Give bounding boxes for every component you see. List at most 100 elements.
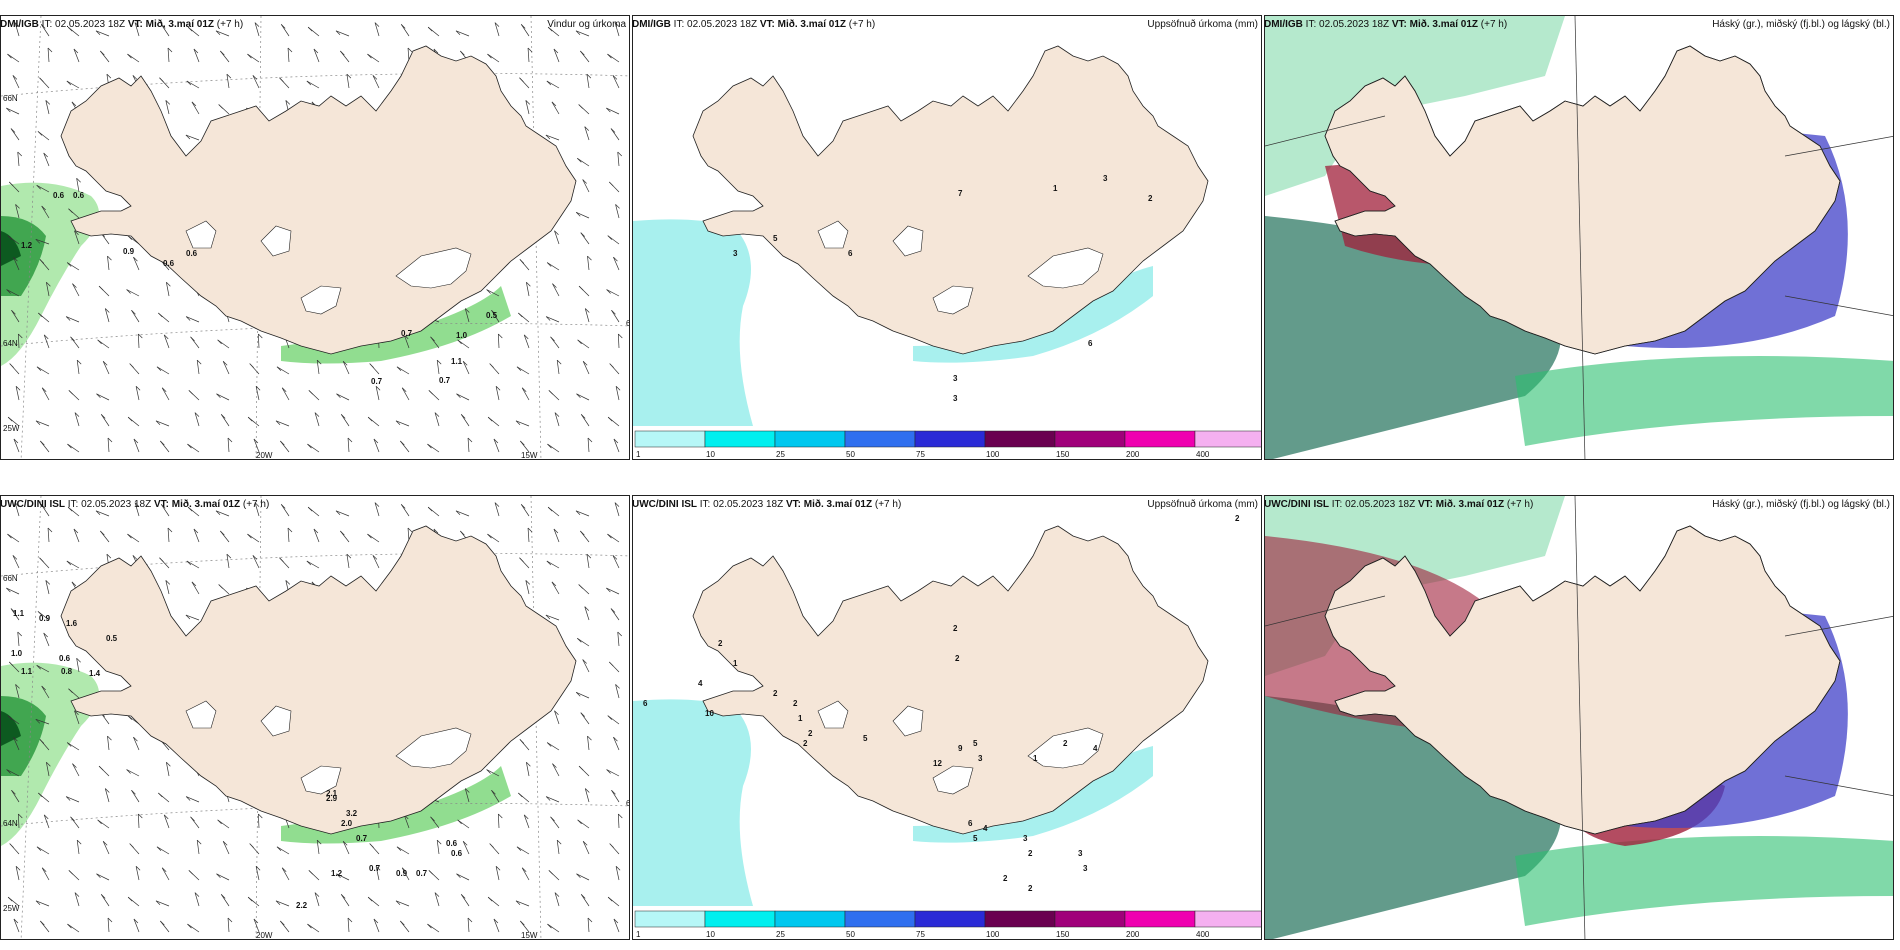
model-name: UWC/DINI ISL	[632, 499, 697, 510]
colorbar-label: 25	[776, 930, 785, 939]
iceland-landmass	[60, 45, 577, 355]
panel-title: Uppsöfnuð úrkoma (mm)	[1147, 19, 1258, 30]
grid-label: 15W	[521, 931, 538, 940]
colorbar-swatch	[1194, 430, 1261, 448]
colorbar-swatch	[1194, 910, 1261, 928]
value-label: 1.4	[89, 669, 101, 678]
lead-time: (+7 h)	[848, 19, 876, 30]
value-label: 2	[1148, 194, 1153, 203]
vt-label: VT:	[153, 499, 172, 510]
value-label: 2	[953, 624, 958, 633]
run-info: UWC/DINI ISL IT: 02.05.2023 18Z VT: Mið.…	[0, 499, 269, 510]
run-info: UWC/DINI ISL IT: 02.05.2023 18Z VT: Mið.…	[632, 499, 901, 510]
init-time: 02.05.2023 18Z	[81, 499, 154, 510]
value-label: 0.9	[123, 247, 135, 256]
value-label: 1.1	[21, 667, 33, 676]
colorbar-label: 100	[986, 930, 1000, 939]
value-label: 2.1	[326, 789, 338, 798]
it-label: IT:	[1329, 499, 1346, 510]
panel-uwc-wind: 66N 64N 25W 20W 15W 65N 1.1 0.9 1.6 0.5 1.0 0.6 1.1 0…	[0, 495, 630, 940]
value-label: 1	[733, 659, 738, 668]
value-labels: 0.6 0.6 1.2 0.9 0.6 0.6 1.0 0.5 1.1 0.7 0.7 0.7	[21, 191, 498, 386]
value-label: 1.0	[456, 331, 468, 340]
valid-time: Mið. 3.maí 01Z	[145, 19, 217, 30]
value-label: 2	[718, 639, 723, 648]
colorbar-label: 75	[916, 450, 925, 459]
colorbar-label: 1	[636, 450, 641, 459]
grid-label: 15W	[521, 451, 538, 460]
value-label: 1.0	[11, 649, 23, 658]
value-label: 0.7	[439, 376, 451, 385]
graticule	[1265, 16, 1893, 459]
colorbar-label: 400	[1196, 450, 1210, 459]
grid-labels: 66N 64N 25W 20W 15W 65N	[3, 574, 629, 940]
model-name: DMI/IGB	[1264, 19, 1303, 30]
grid-label: 66N	[3, 94, 18, 103]
colorbar-label: 50	[846, 930, 855, 939]
value-label: 0.6	[186, 249, 198, 258]
colorbar-swatch	[914, 430, 986, 448]
value-label: 0.6	[446, 839, 458, 848]
value-label: 3	[1078, 849, 1083, 858]
value-label: 0.8	[61, 667, 73, 676]
vt-label: VT:	[127, 19, 146, 30]
value-label: 2	[803, 739, 808, 748]
value-labels: 7 1 3 2 5 6 3 6 3 3	[733, 174, 1153, 403]
colorbar-swatch	[704, 430, 776, 448]
colorbar-label: 25	[776, 450, 785, 459]
value-label: 1	[1053, 184, 1058, 193]
panel-title: Háský (gr.), miðský (fj.bl.) og lágský (…	[1712, 19, 1890, 30]
run-info: UWC/DINI ISL IT: 02.05.2023 18Z VT: Mið.…	[1264, 499, 1533, 510]
colorbar: 1 10 25 50 75 100 150 200 400	[634, 430, 1261, 459]
value-label: 2	[808, 729, 813, 738]
panel-header: DMI/IGB IT: 02.05.2023 18Z VT: Mið. 3.ma…	[1264, 17, 1892, 33]
run-info: DMI/IGB IT: 02.05.2023 18Z VT: Mið. 3.ma…	[1264, 19, 1507, 30]
panel-uwc-precip: 1 10 25 50 75 100 150 200 400 2 2 6 4 1 10 2 2 2 2 1 2 2 5 12 9 5…	[632, 495, 1262, 940]
colorbar-label: 10	[706, 450, 715, 459]
value-label: 0.6	[53, 191, 65, 200]
init-time: 02.05.2023 18Z	[687, 19, 760, 30]
value-label: 4	[983, 824, 988, 833]
colorbar-swatch	[984, 910, 1056, 928]
colorbar-label: 75	[916, 930, 925, 939]
wind-map: 66N64N25W20W15W65N0.60.61.20.90.60.61.00…	[1, 16, 630, 460]
value-label: 2.9	[326, 794, 338, 803]
colorbar-label: 50	[846, 450, 855, 459]
value-label: 2.0	[341, 819, 353, 828]
valid-time: Mið. 3.maí 01Z	[171, 499, 243, 510]
value-label: 7	[958, 189, 963, 198]
model-name: DMI/IGB	[632, 19, 671, 30]
colorbar-swatch	[1124, 910, 1196, 928]
run-info: DMI/IGB IT: 02.05.2023 18Z VT: Mið. 3.ma…	[0, 19, 243, 30]
value-label: 0.7	[401, 329, 413, 338]
value-label: 2	[793, 699, 798, 708]
value-label: 1	[798, 714, 803, 723]
init-time: 02.05.2023 18Z	[1319, 19, 1392, 30]
panel-dmi-wind: 66N64N25W20W15W65N0.60.61.20.90.60.61.00…	[0, 15, 630, 460]
value-label: 5	[863, 734, 868, 743]
colorbar-label: 200	[1126, 930, 1140, 939]
value-label: 2	[1028, 849, 1033, 858]
grid-label: 65N	[626, 319, 630, 328]
value-label: 0.5	[486, 311, 498, 320]
value-label: 4	[1093, 744, 1098, 753]
panel-header: UWC/DINI ISL IT: 02.05.2023 18Z VT: Mið.…	[0, 497, 628, 513]
grid-label: 25W	[3, 424, 20, 433]
colorbar: 1 10 25 50 75 100 150 200 400	[634, 910, 1261, 939]
run-info: DMI/IGB IT: 02.05.2023 18Z VT: Mið. 3.ma…	[632, 19, 875, 30]
value-label: 0.6	[451, 849, 463, 858]
colorbar-swatch	[844, 910, 916, 928]
value-label: 0.9	[39, 614, 51, 623]
value-label: 2	[1235, 514, 1240, 523]
value-label: 3	[953, 374, 958, 383]
iceland-landmass	[692, 525, 1209, 835]
panel-uwc-cloud	[1264, 495, 1894, 940]
panel-header: UWC/DINI ISL IT: 02.05.2023 18Z VT: Mið.…	[1264, 497, 1892, 513]
colorbar-swatch	[1054, 430, 1126, 448]
model-name: DMI/IGB	[0, 19, 39, 30]
lead-time: (+7 h)	[1480, 19, 1508, 30]
value-label: 1	[1033, 754, 1038, 763]
value-label: 0.5	[106, 634, 118, 643]
init-time: 02.05.2023 18Z	[1345, 499, 1418, 510]
